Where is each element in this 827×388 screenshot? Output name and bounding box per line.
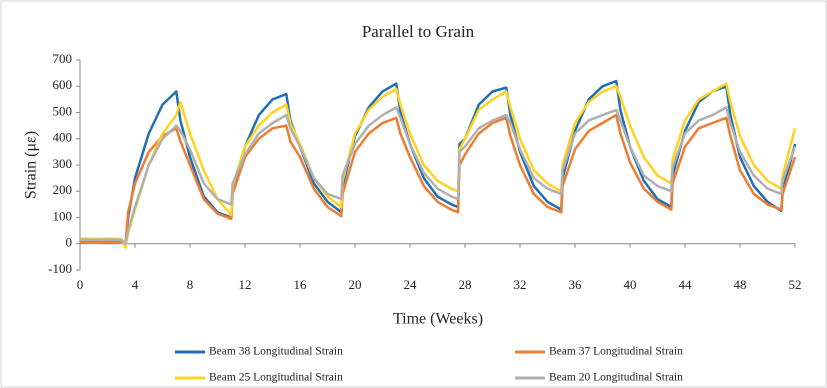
y-tick-label: 100 (53, 208, 73, 223)
x-tick-label: 36 (569, 277, 583, 292)
y-tick-label: 700 (53, 51, 73, 66)
legend-label: Beam 20 Longitudinal Strain (549, 372, 683, 384)
x-tick-label: 52 (789, 277, 802, 292)
x-tick-label: 44 (679, 277, 693, 292)
x-tick-label: 12 (239, 277, 252, 292)
series-line (80, 106, 797, 246)
y-tick-label: -100 (48, 261, 72, 276)
x-tick-label: 16 (294, 277, 308, 292)
y-tick-label: 400 (53, 130, 73, 145)
x-tick-label: 24 (404, 277, 418, 292)
y-tick-label: 600 (53, 77, 73, 92)
y-tick-label: 0 (66, 235, 73, 250)
y-tick-label: 200 (53, 182, 73, 197)
x-tick-label: 8 (187, 277, 194, 292)
legend-label: Beam 37 Longitudinal Strain (549, 346, 683, 358)
y-tick-label: 300 (53, 156, 73, 171)
x-tick-label: 48 (734, 277, 747, 292)
x-tick-label: 32 (514, 277, 527, 292)
chart-title: Parallel to Grain (362, 22, 475, 41)
y-axis-title: Strain (με) (23, 131, 40, 199)
series-line (79, 82, 797, 249)
y-tick-label: 500 (53, 103, 73, 118)
x-axis-title: Time (Weeks) (393, 311, 483, 328)
x-tick-label: 28 (459, 277, 472, 292)
x-tick-label: 4 (132, 277, 139, 292)
x-tick-label: 0 (77, 277, 84, 292)
legend-label: Beam 38 Longitudinal Strain (209, 346, 343, 358)
x-tick-label: 20 (349, 277, 362, 292)
x-tick-label: 40 (624, 277, 637, 292)
legend-label: Beam 25 Longitudinal Strain (209, 372, 343, 384)
